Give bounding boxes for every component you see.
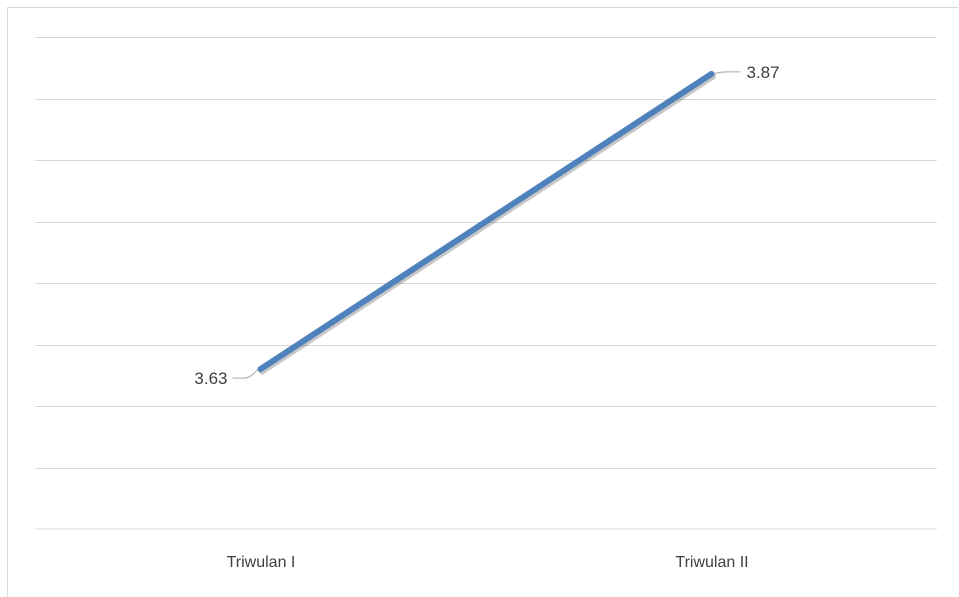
series-layer: [257, 70, 716, 375]
data-label: 3.63: [194, 369, 227, 388]
x-tick-label: Triwulan II: [675, 554, 748, 571]
data-point: [260, 368, 261, 370]
series-line: [257, 70, 715, 373]
gridlines: [35, 37, 937, 469]
data-label: 3.87: [747, 63, 780, 82]
data-labels: 3.63 3.87: [194, 63, 779, 388]
x-axis-ticks: Triwulan I Triwulan II: [227, 554, 749, 571]
x-tick-label: Triwulan I: [227, 554, 296, 571]
data-point: [711, 73, 712, 75]
leader-line: [714, 71, 741, 74]
chart-frame: [7, 7, 958, 597]
leader-line: [232, 369, 258, 379]
